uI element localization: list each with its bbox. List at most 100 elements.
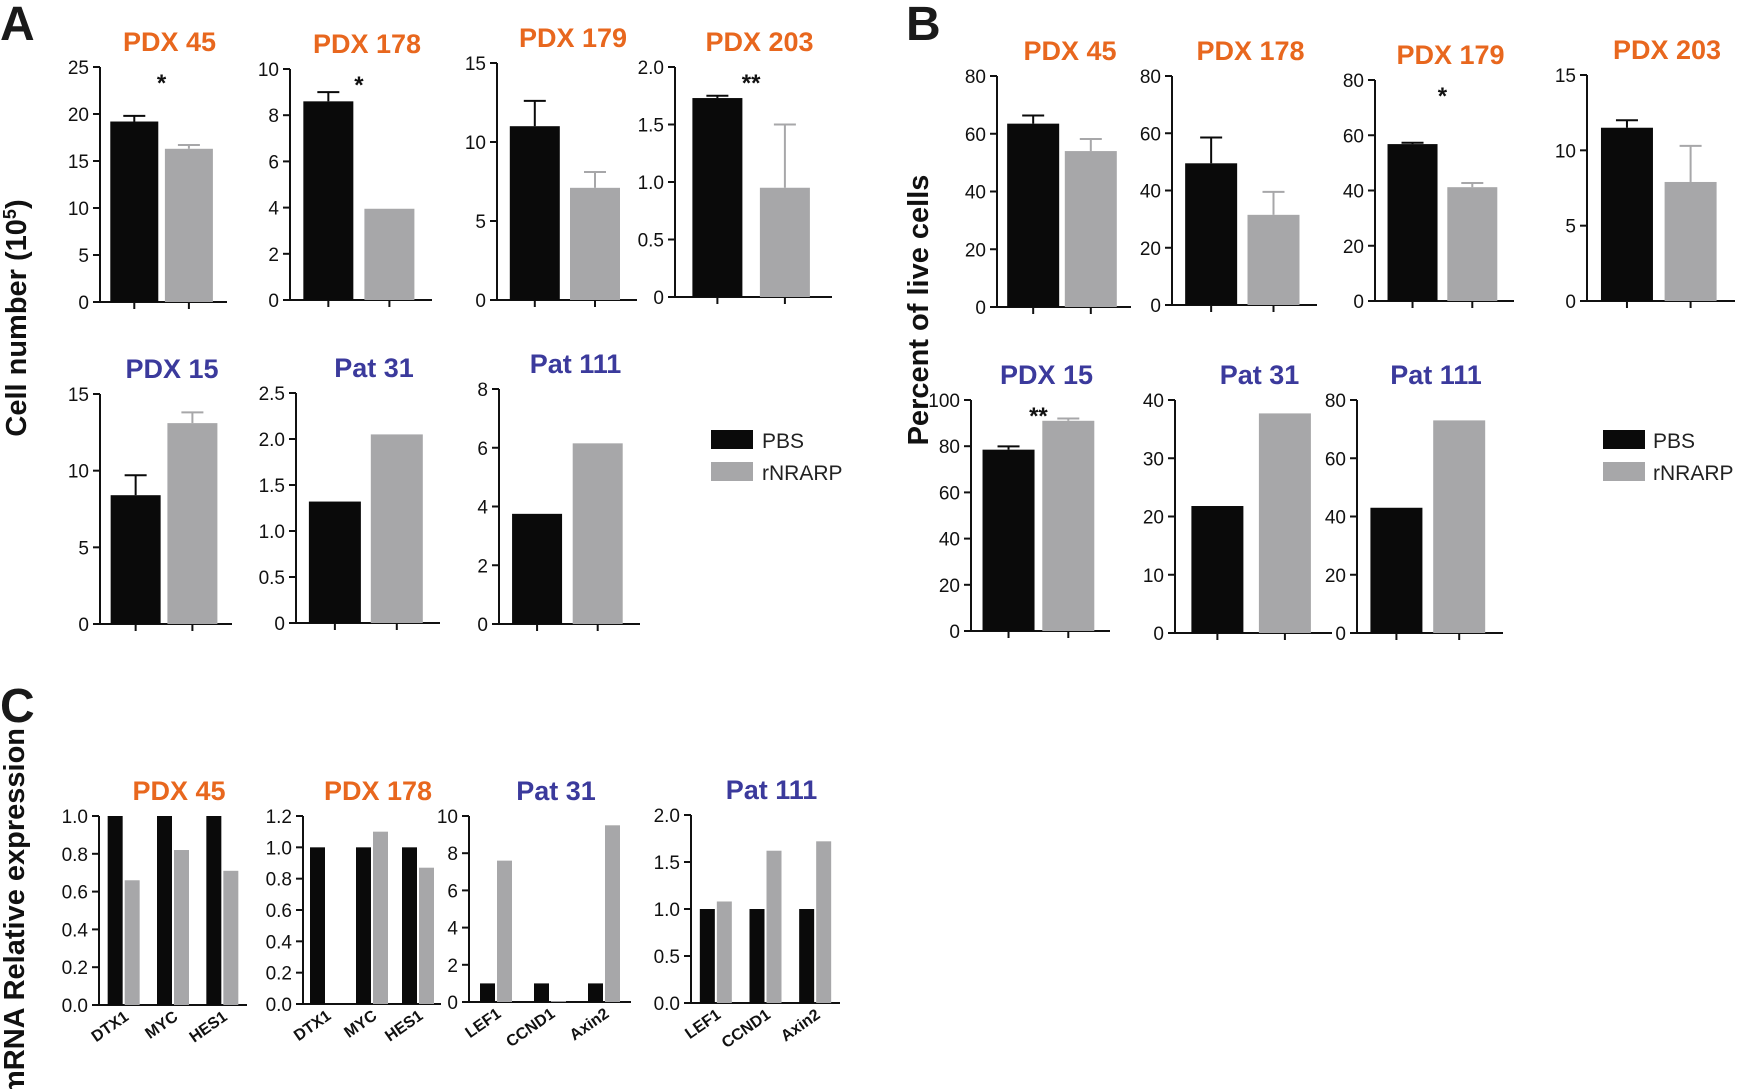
- chart-title: Pat 111: [530, 349, 622, 379]
- chart-b4: PDX 203 0 5 10 15: [1555, 35, 1735, 313]
- y-tick-label: 4: [447, 919, 458, 940]
- y-tick-label: 0.0: [654, 994, 680, 1015]
- y-tick-label: 2.5: [259, 384, 285, 405]
- y-tick-label: 2.0: [259, 430, 285, 451]
- category-label: Axin2: [567, 1005, 613, 1044]
- y-tick-label: 40: [939, 530, 960, 551]
- y-tick-label: 6: [447, 881, 458, 902]
- legend-a-pbs-label: PBS: [762, 430, 804, 453]
- bar-rnrarp: [716, 901, 732, 1003]
- y-tick-label: 0.8: [62, 845, 88, 866]
- y-tick-label: 1.0: [62, 807, 88, 828]
- category-label: MYC: [341, 1007, 380, 1042]
- chart-b1: PDX 45 0 20 40 60 80: [965, 36, 1131, 319]
- chart-a4: PDX 203 0 0.5 1.0 1.5 2.0 **: [638, 27, 832, 309]
- category-label: DTX1: [89, 1008, 132, 1045]
- bar-pbs: [402, 847, 417, 1004]
- y-tick-label: 40: [1140, 182, 1161, 203]
- bar-rnrarp: [373, 831, 388, 1004]
- legend-a-pbs-swatch: [711, 430, 753, 449]
- bar-pbs: [310, 847, 325, 1004]
- y-tick-label: 0.5: [259, 568, 285, 589]
- y-tick-label: 60: [1343, 126, 1364, 147]
- bar-rnrarp: [759, 187, 810, 297]
- category-label: HES1: [382, 1007, 426, 1045]
- category-label: LEF1: [682, 1006, 724, 1042]
- chart-title: PDX 203: [1613, 35, 1721, 65]
- bar-rnrarp: [605, 825, 620, 1002]
- chart-b7: Pat 111 0 20 40 60 80: [1325, 360, 1503, 645]
- chart-a6: Pat 31 0 0.5 1.0 1.5 2.0 2.5: [259, 353, 440, 635]
- bar-pbs: [799, 909, 815, 1003]
- y-tick-label: 1.2: [266, 807, 292, 828]
- bar-rnrarp: [1433, 420, 1486, 633]
- bar-rnrarp: [1064, 151, 1117, 307]
- panel-c-ylabel: mRNA Relative expression: [0, 728, 31, 1089]
- y-tick-label: 6: [477, 439, 488, 460]
- significance-marker: *: [157, 70, 167, 97]
- bar-rnrarp: [1664, 181, 1717, 301]
- y-tick-label: 25: [68, 58, 89, 79]
- bar-rnrarp: [766, 850, 782, 1003]
- bar-rnrarp: [551, 1001, 566, 1002]
- y-tick-label: 0.5: [638, 231, 664, 252]
- bar-pbs: [1007, 123, 1060, 307]
- y-tick-label: 0.2: [266, 964, 292, 985]
- y-tick-label: 15: [465, 54, 486, 75]
- bar-pbs: [749, 909, 765, 1003]
- y-tick-label: 0: [653, 288, 664, 309]
- chart-title: Pat 111: [1390, 360, 1482, 390]
- y-tick-label: 5: [1565, 217, 1576, 238]
- legend-panel-a: PBS rNRARP: [711, 430, 843, 485]
- y-tick-label: 2: [268, 245, 279, 266]
- y-tick-label: 2.0: [654, 806, 680, 827]
- y-tick-label: 30: [1143, 449, 1164, 470]
- bar-pbs: [1387, 144, 1438, 301]
- y-tick-label: 40: [1343, 182, 1364, 203]
- y-tick-label: 0.6: [62, 883, 88, 904]
- bar-pbs: [982, 449, 1035, 631]
- chart-b3: PDX 179 0 20 40 60 80 *: [1343, 40, 1514, 313]
- chart-title: PDX 15: [125, 354, 218, 384]
- y-tick-label: 60: [1325, 449, 1346, 470]
- category-label: CCND1: [503, 1005, 558, 1051]
- panel-label-b: B: [906, 0, 941, 51]
- y-tick-label: 10: [68, 462, 89, 483]
- panel-b-ylabel: Percent of live cells: [903, 175, 935, 446]
- chart-a7: Pat 111 0 2 4 6 8: [477, 349, 640, 636]
- y-tick-label: 10: [258, 60, 279, 81]
- y-tick-label: 10: [1555, 141, 1576, 162]
- chart-a3: PDX 179 0 5 10 15: [465, 23, 637, 312]
- bar-pbs: [110, 495, 161, 624]
- y-tick-label: 0: [268, 291, 279, 312]
- panel-a-ylabel: Cell number (105): [0, 199, 33, 436]
- y-tick-label: 0.0: [62, 996, 88, 1017]
- y-tick-label: 60: [965, 125, 986, 146]
- y-tick-label: 20: [1140, 239, 1161, 260]
- y-tick-label: 0.2: [62, 958, 88, 979]
- y-tick-label: 10: [1143, 566, 1164, 587]
- chart-c3: Pat 31 0 2 4 6 8 10 LEF1 CCND1 Axin2: [437, 776, 631, 1051]
- bar-rnrarp: [1247, 214, 1300, 305]
- y-tick-label: 5: [475, 212, 486, 233]
- y-tick-label: 8: [268, 106, 279, 127]
- panel-label-c: C: [0, 680, 35, 733]
- y-tick-label: 0: [1153, 624, 1164, 645]
- y-tick-label: 40: [965, 183, 986, 204]
- y-tick-label: 0.5: [654, 947, 680, 968]
- bar-pbs: [534, 983, 549, 1002]
- y-tick-label: 10: [465, 133, 486, 154]
- bar-rnrarp: [497, 860, 512, 1002]
- y-tick-label: 10: [437, 807, 458, 828]
- y-tick-label: 5: [78, 538, 89, 559]
- y-tick-label: 0.0: [266, 995, 292, 1016]
- bar-rnrarp: [124, 880, 140, 1005]
- bar-pbs: [699, 909, 715, 1003]
- bar-rnrarp: [164, 148, 213, 302]
- y-tick-label: 1.0: [259, 522, 285, 543]
- y-tick-label: 2: [477, 556, 488, 577]
- bar-rnrarp: [572, 443, 623, 624]
- y-tick-label: 1.0: [638, 173, 664, 194]
- bar-pbs: [356, 847, 371, 1004]
